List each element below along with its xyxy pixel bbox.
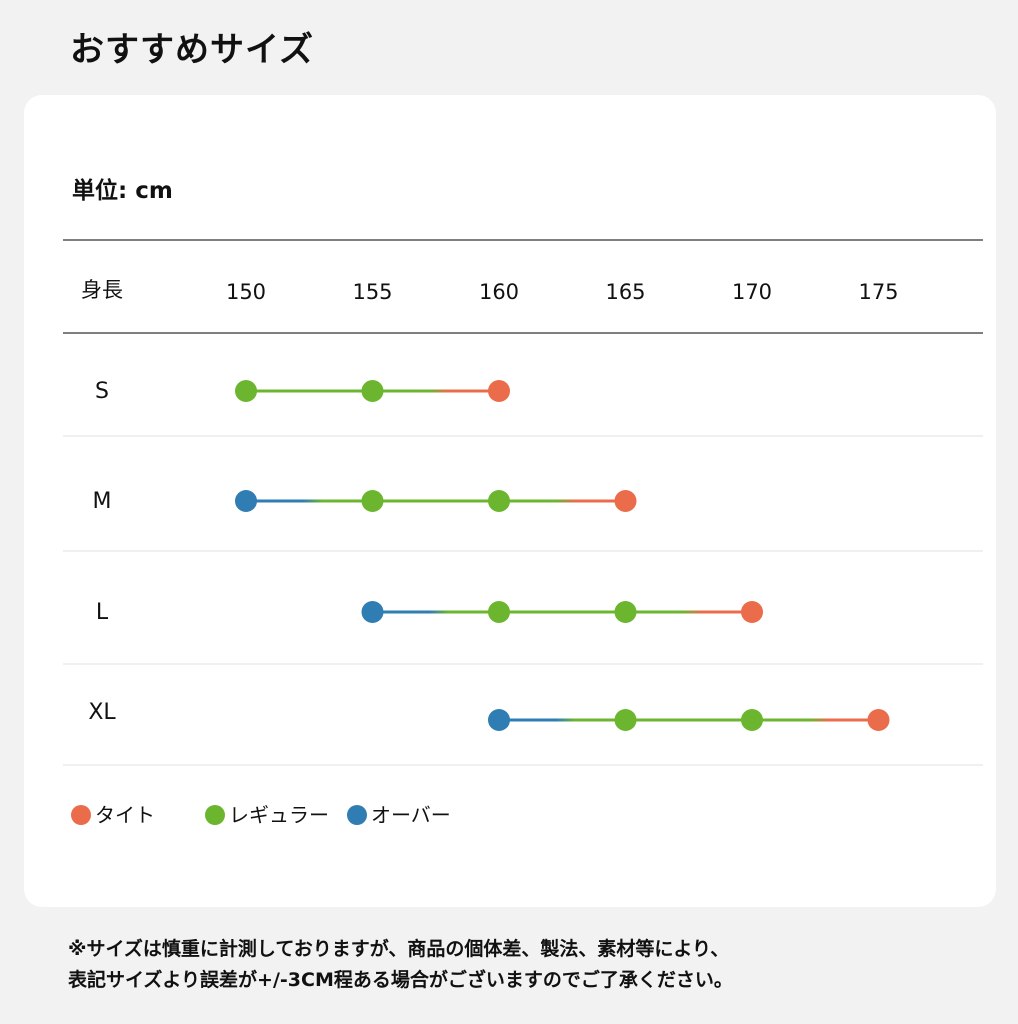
dot-xl-175-tight bbox=[867, 709, 890, 731]
page-title: おすすめサイズ bbox=[70, 30, 314, 70]
dot-xl-165-regular bbox=[614, 709, 637, 731]
legend-label-over: オーバー bbox=[371, 803, 451, 827]
x-tick-label-155: 155 bbox=[352, 280, 392, 304]
dot-xl-170-regular bbox=[741, 709, 763, 731]
legend-dot-tight bbox=[71, 805, 91, 825]
size-chart-card: 単位: cm 身長 150 155 160 165 170 175 S M L XL タイト レギュラー… bbox=[24, 95, 996, 907]
dot-m-165-tight bbox=[614, 490, 637, 512]
dot-s-150-regular bbox=[235, 380, 257, 402]
unit-label: 単位: cm bbox=[72, 178, 173, 204]
dot-s-160-tight bbox=[488, 380, 510, 402]
dot-m-160-regular bbox=[488, 490, 510, 512]
x-tick-label-170: 170 bbox=[732, 280, 772, 304]
footnote-line-2: 表記サイズより誤差が+/-3CM程ある場合がございますのでご了承ください。 bbox=[68, 969, 733, 991]
size-label-s: S bbox=[95, 379, 109, 404]
legend-label-tight: タイト bbox=[95, 803, 155, 827]
x-tick-label-175: 175 bbox=[858, 280, 898, 304]
legend-label-regular: レギュラー bbox=[229, 803, 329, 827]
dot-m-150-over bbox=[235, 490, 257, 512]
legend-dot-regular bbox=[205, 805, 225, 825]
dot-l-160-regular bbox=[488, 601, 510, 623]
size-range-chart: 身長 150 155 160 165 170 175 S M L XL タイト レギュラー オーバー bbox=[63, 239, 983, 827]
dot-l-165-regular bbox=[614, 601, 637, 623]
size-label-m: M bbox=[93, 489, 112, 514]
dot-xl-160-over bbox=[488, 709, 510, 731]
legend-dot-over bbox=[347, 805, 367, 825]
dot-m-155-regular bbox=[361, 490, 384, 512]
footnote-line-1: ※サイズは慎重に計測しておりますが、商品の個体差、製法、素材等により、 bbox=[68, 938, 730, 960]
dot-s-155-regular bbox=[361, 380, 384, 402]
size-label-xl: XL bbox=[88, 700, 116, 725]
x-axis-label: 身長 bbox=[81, 278, 123, 302]
dot-l-155-over bbox=[361, 601, 384, 623]
footnote: ※サイズは慎重に計測しておりますが、商品の個体差、製法、素材等により、 表記サイ… bbox=[68, 934, 733, 996]
x-tick-label-160: 160 bbox=[479, 280, 519, 304]
size-label-l: L bbox=[96, 600, 109, 625]
x-tick-label-165: 165 bbox=[605, 280, 645, 304]
x-tick-label-150: 150 bbox=[226, 280, 266, 304]
dot-l-170-tight bbox=[741, 601, 763, 623]
